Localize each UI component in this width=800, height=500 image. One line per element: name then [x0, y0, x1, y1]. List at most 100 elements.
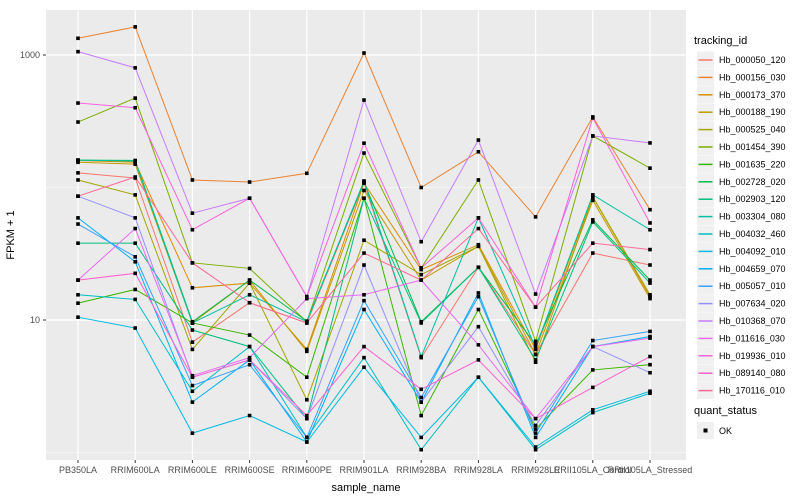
data-point [648, 329, 652, 334]
data-point [476, 307, 481, 312]
legend-item-label: Hb_001635_220 [719, 159, 786, 169]
data-point [476, 294, 481, 299]
legend-item-label: Hb_000050_120 [719, 55, 786, 65]
x-tick-label: RRII105LA_Stressed [608, 465, 693, 475]
quant-status-ok-label: OK [719, 426, 732, 436]
legend-item-label: Hb_000525_040 [719, 125, 786, 135]
data-point [190, 400, 195, 404]
data-point [648, 207, 652, 212]
gridlines [46, 10, 686, 460]
y-tick-label: 10 [30, 315, 40, 325]
data-point [476, 244, 481, 249]
x-tick-label: RRIM600LA [111, 465, 160, 475]
data-point [533, 431, 538, 435]
data-point [533, 352, 538, 357]
data-point [591, 251, 595, 255]
data-point [533, 215, 538, 219]
data-point [648, 370, 652, 375]
data-point [76, 216, 80, 220]
data-point [648, 296, 652, 301]
legend-title-quant-status: quant_status [694, 405, 757, 417]
data-point [76, 194, 80, 198]
data-point [476, 226, 481, 231]
data-point [419, 447, 423, 452]
data-point [591, 220, 595, 224]
data-point [362, 188, 366, 193]
data-point [76, 301, 80, 305]
data-point [533, 345, 538, 350]
data-point [305, 321, 309, 325]
legend-item-label: Hb_000156_030 [719, 72, 786, 82]
data-point [476, 216, 481, 220]
data-point [533, 360, 538, 365]
x-tick-label: RRIM600LE [168, 465, 217, 475]
data-point [76, 101, 80, 105]
data-point [76, 160, 80, 165]
data-point [591, 408, 595, 412]
legend-item-label: Hb_000173_370 [719, 90, 786, 100]
data-point [419, 321, 423, 325]
data-point [533, 305, 538, 309]
data-point [362, 179, 366, 183]
data-point [533, 347, 538, 352]
y-axis-title: FPKM + 1 [5, 210, 17, 259]
data-point [648, 227, 652, 232]
data-point [247, 278, 252, 282]
data-point [591, 385, 595, 390]
data-point [591, 198, 595, 203]
data-point [648, 389, 652, 394]
data-point [190, 261, 195, 265]
data-point [362, 263, 366, 267]
data-point [476, 149, 481, 154]
data-point [133, 226, 137, 231]
data-point [648, 281, 652, 285]
legend-item-label: Hb_007634_020 [719, 299, 786, 309]
data-point [533, 435, 538, 440]
legend-item-label: Hb_005057_010 [719, 281, 786, 291]
data-point [533, 342, 538, 347]
data-point [362, 98, 366, 102]
legend-title-tracking-id: tracking_id [694, 35, 747, 47]
data-point [133, 326, 137, 330]
data-point [305, 347, 309, 352]
data-point [76, 315, 80, 319]
data-point [533, 423, 538, 428]
data-point [133, 159, 137, 163]
data-point [533, 427, 538, 431]
data-point [419, 239, 423, 244]
data-point [305, 171, 309, 176]
legend-item-label: Hb_002728_020 [719, 177, 786, 187]
data-point [247, 362, 252, 367]
data-point [305, 416, 309, 421]
data-point [533, 339, 538, 344]
data-point [305, 349, 309, 354]
data-point [133, 96, 137, 100]
data-point [362, 307, 366, 312]
data-point [247, 196, 252, 201]
data-point [133, 162, 137, 166]
tracking-id-legend: Hb_000050_120 Hb_000156_030 Hb_000173_370 H… [697, 51, 786, 400]
data-point [133, 259, 137, 264]
data-point [133, 175, 137, 179]
data-point [247, 180, 252, 184]
data-point [648, 221, 652, 225]
data-point [362, 141, 366, 145]
data-point [190, 383, 195, 388]
x-tick-label: RRII105LA_Control [554, 465, 632, 475]
y-tick-label: 1000 [20, 50, 40, 60]
data-point [133, 297, 137, 302]
data-point [247, 292, 252, 297]
data-point [362, 238, 366, 243]
data-point [591, 410, 595, 415]
data-point [419, 354, 423, 359]
legend-item-label: Hb_004032_460 [719, 229, 786, 239]
data-point [362, 298, 366, 303]
data-point [476, 342, 481, 347]
data-point [305, 375, 309, 380]
data-point [305, 435, 309, 440]
data-point [419, 387, 423, 392]
data-point [591, 134, 595, 138]
data-point [190, 227, 195, 232]
legend-item-label: Hb_003304_080 [719, 212, 786, 222]
plot-panel [46, 10, 686, 460]
